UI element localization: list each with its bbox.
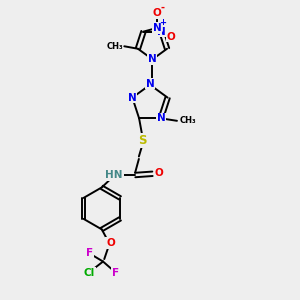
Text: N: N	[153, 23, 161, 33]
Text: N: N	[148, 54, 157, 64]
Text: F: F	[112, 268, 119, 278]
Text: O: O	[153, 8, 161, 18]
Text: N: N	[157, 113, 165, 123]
Text: Cl: Cl	[84, 268, 95, 278]
Text: HN: HN	[105, 170, 123, 180]
Text: +: +	[159, 18, 166, 27]
Text: N: N	[157, 27, 166, 37]
Text: CH₃: CH₃	[179, 116, 196, 125]
Text: O: O	[166, 32, 175, 42]
Text: F: F	[86, 248, 93, 258]
Text: N: N	[128, 93, 137, 103]
Text: -: -	[160, 3, 164, 13]
Text: CH₃: CH₃	[106, 42, 123, 51]
Text: N: N	[146, 79, 154, 88]
Text: O: O	[106, 238, 115, 248]
Text: O: O	[154, 167, 163, 178]
Text: S: S	[138, 134, 147, 147]
